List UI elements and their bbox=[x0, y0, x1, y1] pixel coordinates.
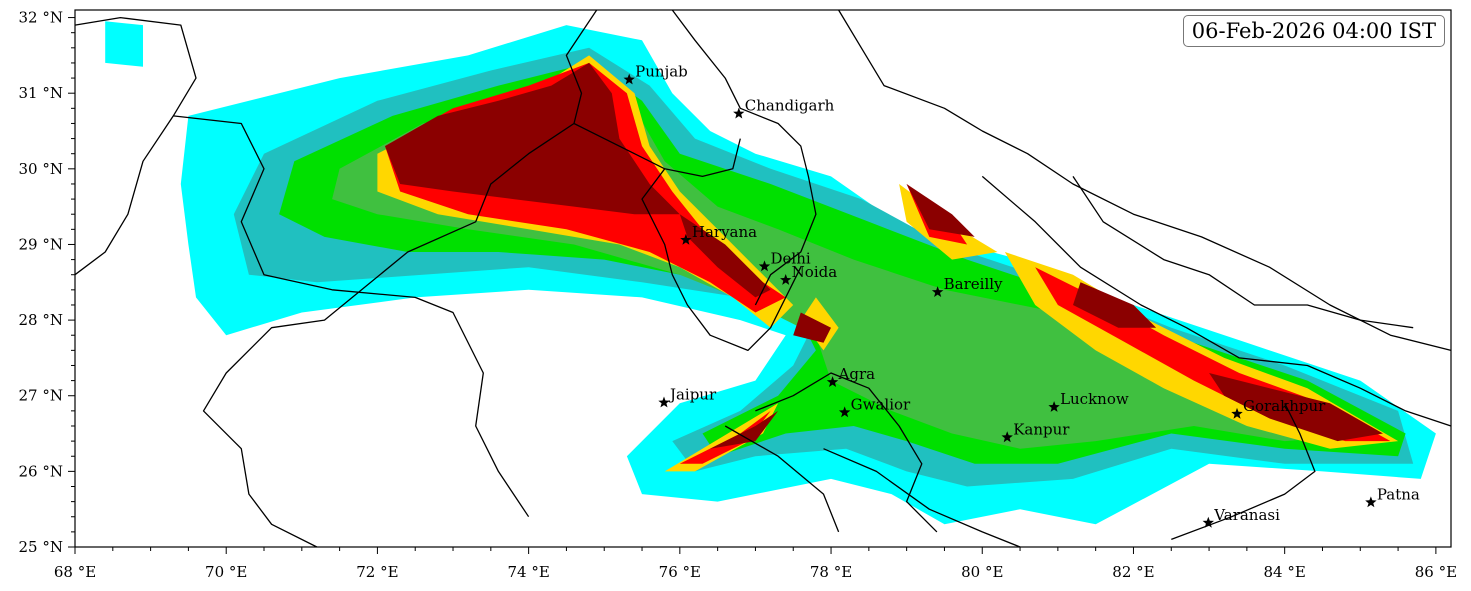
y-tick-label: 27 °N bbox=[19, 387, 63, 405]
precip-level-7-area-6 bbox=[1209, 373, 1383, 442]
delhi-label: Delhi bbox=[771, 249, 811, 267]
boundary-line-10 bbox=[981, 175, 1452, 427]
x-tick-label: 78 °E bbox=[810, 563, 852, 581]
y-tick-label: 31 °N bbox=[19, 84, 63, 102]
boundary-line-13 bbox=[1171, 403, 1316, 541]
gorakhpur-star-icon bbox=[1231, 407, 1243, 419]
boundary-line-9 bbox=[838, 9, 1452, 352]
y-tick-label: 32 °N bbox=[19, 9, 63, 27]
admin-boundaries bbox=[74, 9, 1452, 548]
haryana-label: Haryana bbox=[692, 223, 757, 241]
kanpur-label: Kanpur bbox=[1013, 420, 1070, 438]
punjab-label: Punjab bbox=[635, 63, 688, 81]
map-frame bbox=[74, 9, 1452, 548]
boundary-line-2 bbox=[173, 115, 530, 518]
y-axis: 25 °N 26 °N 27 °N 28 °N 29 °N 30 °N 31 °N 32 °N bbox=[19, 9, 75, 556]
x-tick-label: 72 °E bbox=[356, 563, 398, 581]
y-tick-label: 25 °N bbox=[19, 538, 63, 556]
patna-label: Patna bbox=[1377, 485, 1420, 503]
y-tick-label: 30 °N bbox=[19, 160, 63, 178]
gwalior-star-icon bbox=[838, 406, 851, 418]
y-tick-label: 29 °N bbox=[19, 235, 63, 253]
x-tick-label: 68 °E bbox=[54, 563, 96, 581]
x-tick-label: 70 °E bbox=[205, 563, 247, 581]
noida-star-icon bbox=[780, 274, 792, 285]
varanasi-label: Varanasi bbox=[1213, 506, 1280, 524]
boundary-line-8 bbox=[724, 425, 840, 533]
jaipur-label: Jaipur bbox=[668, 386, 717, 404]
boundary-line-6 bbox=[641, 168, 802, 352]
precip-level-7-area-2 bbox=[679, 214, 771, 298]
y-tick-label: 28 °N bbox=[19, 311, 63, 329]
agra-star-icon bbox=[826, 376, 839, 387]
precip-level-7-area-4 bbox=[906, 184, 975, 237]
boundary-line-5 bbox=[573, 122, 741, 178]
x-tick-label: 82 °E bbox=[1112, 563, 1154, 581]
patna-star-icon bbox=[1365, 496, 1377, 508]
x-tick-label: 86 °E bbox=[1415, 563, 1457, 581]
kanpur-star-icon bbox=[1001, 431, 1013, 443]
boundary-line-4 bbox=[671, 9, 817, 306]
x-tick-label: 84 °E bbox=[1264, 563, 1306, 581]
precip-level-7-area-5 bbox=[1073, 282, 1157, 328]
x-axis: 68 °E 70 °E 72 °E 74 °E 76 °E 78 °E 80 °E 82 °E… bbox=[54, 547, 1457, 581]
x-tick-label: 80 °E bbox=[961, 563, 1003, 581]
y-tick-label: 26 °N bbox=[19, 462, 63, 480]
x-tick-label: 76 °E bbox=[659, 563, 701, 581]
precip-level-1-area-1 bbox=[105, 21, 143, 67]
precipitation-fields bbox=[105, 21, 1436, 525]
punjab-star-icon bbox=[623, 73, 635, 85]
precip-level-7-area-3 bbox=[793, 312, 831, 343]
gwalior-label: Gwalior bbox=[851, 395, 911, 413]
lucknow-star-icon bbox=[1048, 401, 1060, 412]
gorakhpur-label: Gorakhpur bbox=[1243, 397, 1326, 415]
lucknow-label: Lucknow bbox=[1060, 390, 1129, 408]
noida-label: Noida bbox=[792, 263, 838, 281]
delhi-star-icon bbox=[758, 260, 771, 272]
haryana-star-icon bbox=[680, 233, 692, 245]
varanasi-star-icon bbox=[1202, 516, 1214, 528]
precip-level-7-area-1 bbox=[385, 62, 680, 215]
jaipur-star-icon bbox=[658, 396, 670, 408]
boundary-line-3 bbox=[202, 9, 598, 548]
bareilly-label: Bareilly bbox=[944, 275, 1003, 293]
bareilly-star-icon bbox=[931, 286, 944, 297]
agra-label: Agra bbox=[838, 365, 876, 383]
x-tick-label: 74 °E bbox=[507, 563, 549, 581]
boundary-line-12 bbox=[823, 448, 1021, 548]
chandigarh-star-icon bbox=[733, 107, 745, 119]
timestamp-title: 06-Feb-2026 04:00 IST bbox=[1182, 15, 1445, 47]
chandigarh-label: Chandigarh bbox=[745, 97, 835, 115]
precip-level-7-area-7 bbox=[710, 410, 779, 449]
boundary-line-11 bbox=[1072, 176, 1414, 329]
